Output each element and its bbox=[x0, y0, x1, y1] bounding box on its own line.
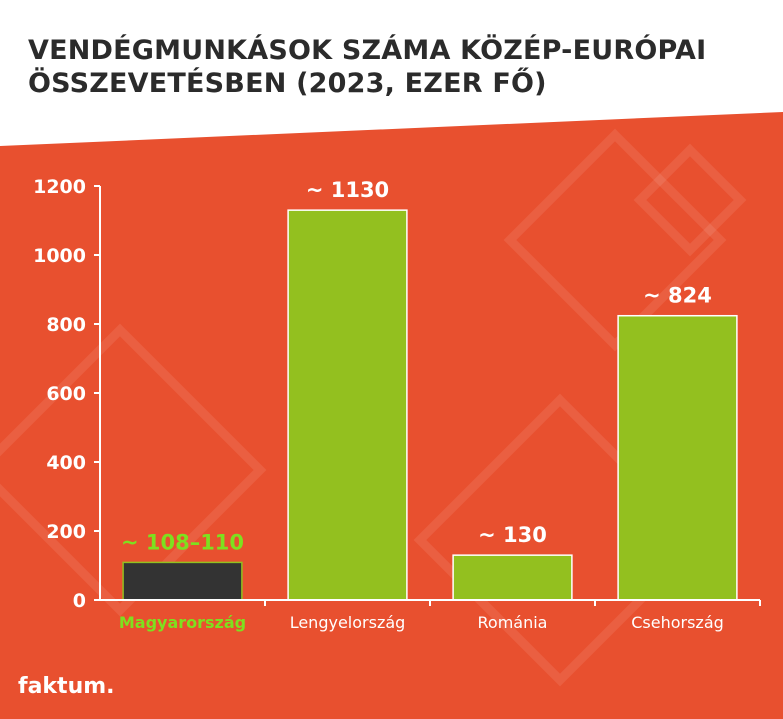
data-label: ~ 1130 bbox=[306, 178, 389, 202]
decorative-diamond bbox=[633, 143, 747, 257]
data-label: ~ 108–110 bbox=[121, 530, 244, 554]
bar-2 bbox=[452, 554, 573, 601]
y-tick-label: 1000 bbox=[33, 245, 86, 267]
data-label: ~ 824 bbox=[643, 284, 712, 308]
decorative-diamond bbox=[503, 128, 727, 352]
x-tick-label: Csehország bbox=[631, 613, 724, 632]
y-tick-label: 0 bbox=[73, 590, 86, 612]
faktum-logo: faktum. bbox=[18, 674, 115, 699]
x-tick-label: Románia bbox=[478, 613, 548, 632]
y-tick-label: 800 bbox=[46, 314, 86, 336]
y-tick-label: 1200 bbox=[33, 176, 86, 198]
decorative-diamond bbox=[0, 323, 267, 617]
x-tick-label: Lengyelország bbox=[290, 613, 406, 632]
y-tick-label: 400 bbox=[46, 452, 86, 474]
data-label: ~ 130 bbox=[478, 523, 547, 547]
bar-1 bbox=[287, 209, 408, 601]
bar-0 bbox=[122, 561, 243, 601]
y-tick-label: 600 bbox=[46, 383, 86, 405]
bar-3 bbox=[617, 314, 738, 601]
y-axis: 0 200 400 600 800 1000 1200 bbox=[33, 176, 101, 612]
y-tick-label: 200 bbox=[46, 521, 86, 543]
brand-text: faktum. bbox=[18, 674, 115, 699]
bars: ~ 108–110 ~ 1130 ~ 130 ~ 824 bbox=[121, 178, 738, 601]
x-axis: Magyarország Lengyelország Románia Csehorsz… bbox=[100, 599, 761, 632]
x-tick-label: Magyarország bbox=[119, 613, 246, 632]
chart-title: VENDÉGMUNKÁSOK SZÁMA KÖZÉP-EURÓPAI ÖSSZE… bbox=[28, 35, 707, 99]
